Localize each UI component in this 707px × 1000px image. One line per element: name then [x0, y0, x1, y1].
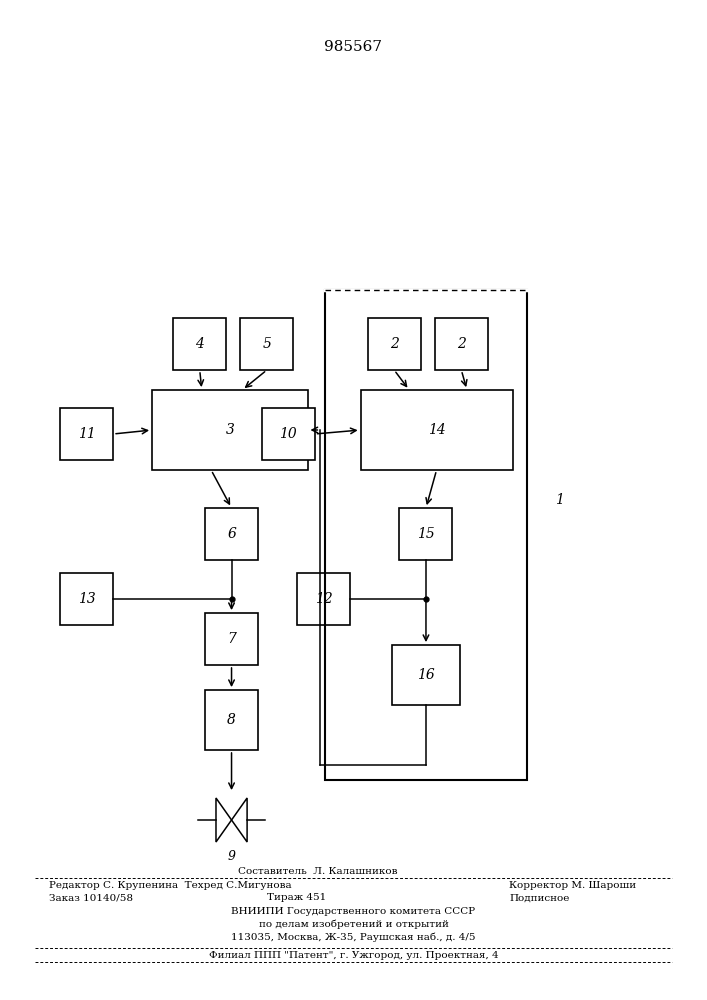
Bar — [435, 318, 488, 370]
Text: 12: 12 — [315, 592, 332, 606]
Text: 15: 15 — [417, 527, 435, 541]
Bar — [399, 508, 452, 560]
Text: 6: 6 — [227, 527, 236, 541]
Text: 10: 10 — [279, 427, 297, 441]
Text: Корректор М. Шароши: Корректор М. Шароши — [509, 880, 636, 890]
Bar — [205, 508, 258, 560]
Text: ВНИИПИ Государственного комитета СССР: ВНИИПИ Государственного комитета СССР — [231, 906, 476, 916]
Text: 3: 3 — [226, 423, 234, 437]
Text: Редактор С. Крупенина  Техред С.Мигунова: Редактор С. Крупенина Техред С.Мигунова — [49, 880, 292, 890]
Text: 7: 7 — [227, 632, 236, 646]
Text: 5: 5 — [262, 337, 271, 351]
Text: Филиал ППП "Патент", г. Ужгород, ул. Проектная, 4: Филиал ППП "Патент", г. Ужгород, ул. Про… — [209, 952, 498, 960]
Bar — [205, 690, 258, 750]
Bar — [152, 390, 308, 470]
Text: 985567: 985567 — [325, 40, 382, 54]
Text: 4: 4 — [195, 337, 204, 351]
Text: Тираж 451: Тираж 451 — [267, 894, 327, 902]
Text: 8: 8 — [227, 713, 236, 727]
Bar — [60, 408, 113, 460]
Bar — [240, 318, 293, 370]
Text: Подписное: Подписное — [509, 894, 569, 902]
Text: 13: 13 — [78, 592, 95, 606]
Text: Заказ 10140/58: Заказ 10140/58 — [49, 894, 134, 902]
Bar — [297, 573, 350, 625]
Text: 113035, Москва, Ж-35, Раушская наб., д. 4/5: 113035, Москва, Ж-35, Раушская наб., д. … — [231, 932, 476, 942]
Text: 11: 11 — [78, 427, 95, 441]
Text: по делам изобретений и открытий: по делам изобретений и открытий — [259, 919, 448, 929]
Text: 14: 14 — [428, 423, 445, 437]
Bar — [368, 318, 421, 370]
Bar — [173, 318, 226, 370]
Bar — [205, 613, 258, 665]
Text: 2: 2 — [390, 337, 399, 351]
Bar — [392, 645, 460, 705]
Text: Составитель  Л. Калашников: Составитель Л. Калашников — [238, 867, 398, 876]
Bar — [361, 390, 513, 470]
Text: 1: 1 — [555, 493, 564, 507]
Text: 9: 9 — [228, 850, 235, 863]
Text: 16: 16 — [417, 668, 435, 682]
Bar — [262, 408, 315, 460]
Bar — [325, 290, 527, 780]
Bar — [60, 573, 113, 625]
Text: 2: 2 — [457, 337, 466, 351]
